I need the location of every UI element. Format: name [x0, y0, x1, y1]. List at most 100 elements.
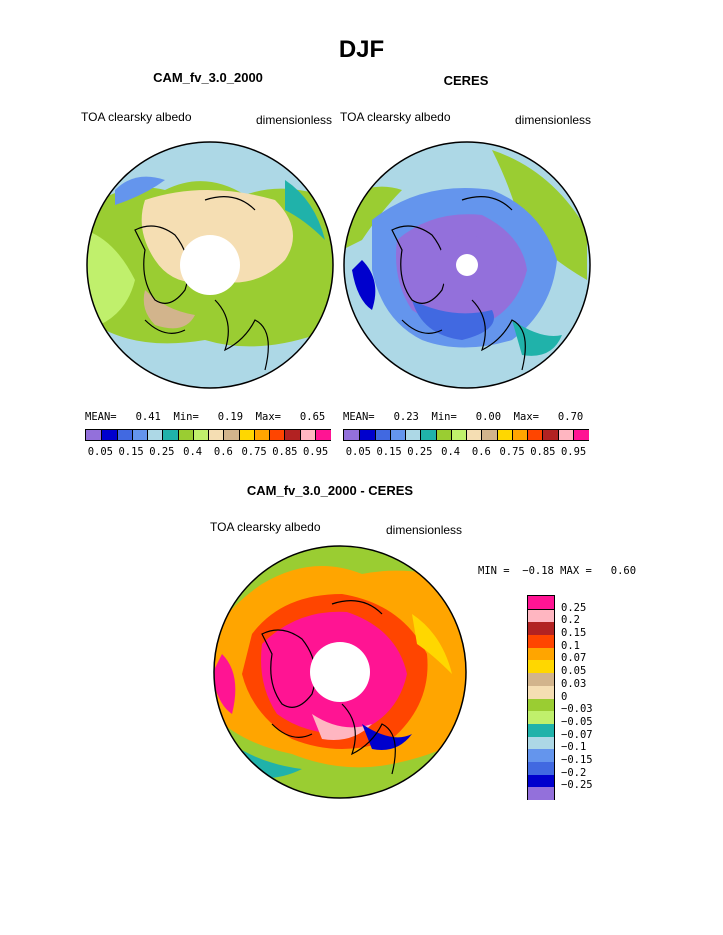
colorbar-swatch [374, 430, 391, 440]
panel2-colorbar-labels: 0.05 0.15 0.25 0.4 0.6 0.75 0.85 0.95 [343, 446, 589, 460]
colorbar-tick-label: 0.6 [471, 446, 491, 458]
colorbar-swatch [528, 621, 554, 636]
colorbar-swatch [481, 430, 498, 440]
colorbar-swatch [238, 430, 255, 440]
colorbar-tick-label: 0.15 [118, 446, 144, 458]
colorbar-swatch [344, 430, 360, 440]
panel2-polar-map [343, 141, 591, 389]
colorbar-swatch [147, 430, 164, 440]
colorbar-swatch [528, 684, 554, 699]
diff-stats: MIN = −0.18 MAX = 0.60 [478, 565, 637, 577]
colorbar-swatch [177, 430, 194, 440]
colorbar-tick-label: 0.1 [561, 639, 580, 652]
colorbar-tick-label: −0.2 [561, 766, 587, 779]
colorbar-swatch [389, 430, 406, 440]
colorbar-swatch [528, 748, 554, 762]
colorbar-swatch [299, 430, 316, 440]
colorbar-swatch [359, 430, 376, 440]
panel2-variable-label: TOA clearsky albedo [340, 110, 451, 124]
colorbar-tick-label: 0.07 [561, 652, 587, 665]
diff-colorbar [527, 595, 555, 800]
colorbar-tick-label: −0.1 [561, 741, 587, 754]
colorbar-tick-label: 0.6 [213, 446, 233, 458]
colorbar-tick-label: 0.05 [345, 446, 372, 458]
colorbar-swatch [101, 430, 118, 440]
colorbar-swatch [528, 646, 554, 661]
colorbar-swatch [528, 634, 554, 648]
colorbar-tick-label: −0.15 [561, 753, 593, 766]
panel1-variable-label: TOA clearsky albedo [81, 110, 192, 124]
colorbar-swatch [435, 430, 452, 440]
colorbar-tick-label: 0.85 [272, 446, 298, 458]
colorbar-tick-label: 0.15 [561, 627, 587, 640]
colorbar-swatch [511, 430, 528, 440]
colorbar-swatch [528, 672, 554, 686]
colorbar-swatch [528, 786, 554, 800]
colorbar-swatch [528, 710, 554, 724]
colorbar-swatch [528, 722, 554, 737]
colorbar-swatch [557, 430, 574, 440]
colorbar-tick-label: −0.03 [561, 703, 593, 716]
colorbar-swatch [192, 430, 209, 440]
colorbar-tick-label: 0.25 [149, 446, 175, 458]
colorbar-swatch [116, 430, 133, 440]
colorbar-swatch [572, 430, 589, 440]
panel2-title: CERES [443, 73, 489, 88]
colorbar-tick-label: 0.05 [87, 446, 114, 458]
diff-units-label: dimensionless [386, 523, 463, 537]
colorbar-tick-label: 0.95 [560, 446, 587, 458]
colorbar-swatch [528, 659, 554, 674]
colorbar-swatch [528, 608, 554, 623]
colorbar-swatch [405, 430, 422, 440]
colorbar-tick-label: −0.07 [561, 728, 593, 741]
colorbar-swatch [314, 430, 331, 440]
panel2-colorbar [343, 429, 589, 441]
colorbar-swatch [527, 430, 544, 440]
colorbar-tick-label: 0.4 [183, 446, 203, 458]
colorbar-swatch [528, 596, 554, 609]
colorbar-swatch [253, 430, 270, 440]
colorbar-tick-label: 0.05 [561, 665, 587, 678]
panel1-colorbar-labels: 0.05 0.15 0.25 0.4 0.6 0.75 0.85 0.95 [85, 446, 331, 460]
panel1-polar-map [86, 141, 334, 389]
colorbar-swatch [269, 430, 286, 440]
colorbar-tick-label: 0.75 [499, 446, 525, 458]
colorbar-swatch [528, 697, 554, 712]
diff-polar-map [213, 545, 467, 799]
panel2-stats: MEAN= 0.23 Min= 0.00 Max= 0.70 [343, 411, 584, 423]
colorbar-swatch [528, 773, 554, 788]
colorbar-tick-label: 0.95 [302, 446, 329, 458]
panel2-units-label: dimensionless [515, 113, 592, 127]
colorbar-swatch [284, 430, 301, 440]
colorbar-tick-label: 0.75 [241, 446, 267, 458]
colorbar-swatch [162, 430, 179, 440]
page-title: DJF [338, 36, 385, 63]
colorbar-tick-label: 0.25 [407, 446, 433, 458]
colorbar-swatch [223, 430, 240, 440]
colorbar-swatch [528, 735, 554, 750]
colorbar-swatch [208, 430, 225, 440]
colorbar-swatch [86, 430, 102, 440]
colorbar-swatch [420, 430, 437, 440]
colorbar-tick-label: 0.03 [561, 677, 587, 690]
panel1-stats: MEAN= 0.41 Min= 0.19 Max= 0.65 [85, 411, 326, 423]
diff-variable-label: TOA clearsky albedo [210, 520, 321, 534]
colorbar-tick-label: 0 [561, 690, 568, 703]
colorbar-swatch [496, 430, 513, 440]
colorbar-swatch [542, 430, 559, 440]
colorbar-tick-label: 0.25 [561, 601, 587, 614]
colorbar-tick-label: 0.2 [561, 614, 580, 627]
colorbar-swatch [466, 430, 483, 440]
colorbar-swatch [528, 760, 554, 775]
colorbar-swatch [450, 430, 467, 440]
panel1-units-label: dimensionless [256, 113, 333, 127]
colorbar-tick-label: 0.4 [441, 446, 461, 458]
colorbar-tick-label: 0.85 [530, 446, 556, 458]
panel1-colorbar [85, 429, 331, 441]
diff-title: CAM_fv_3.0_2000 - CERES [246, 483, 414, 498]
colorbar-tick-label: 0.15 [376, 446, 402, 458]
colorbar-swatch [131, 430, 148, 440]
panel1-title: CAM_fv_3.0_2000 [153, 70, 263, 85]
colorbar-tick-label: −0.05 [561, 715, 593, 728]
colorbar-tick-label: −0.25 [561, 779, 593, 792]
